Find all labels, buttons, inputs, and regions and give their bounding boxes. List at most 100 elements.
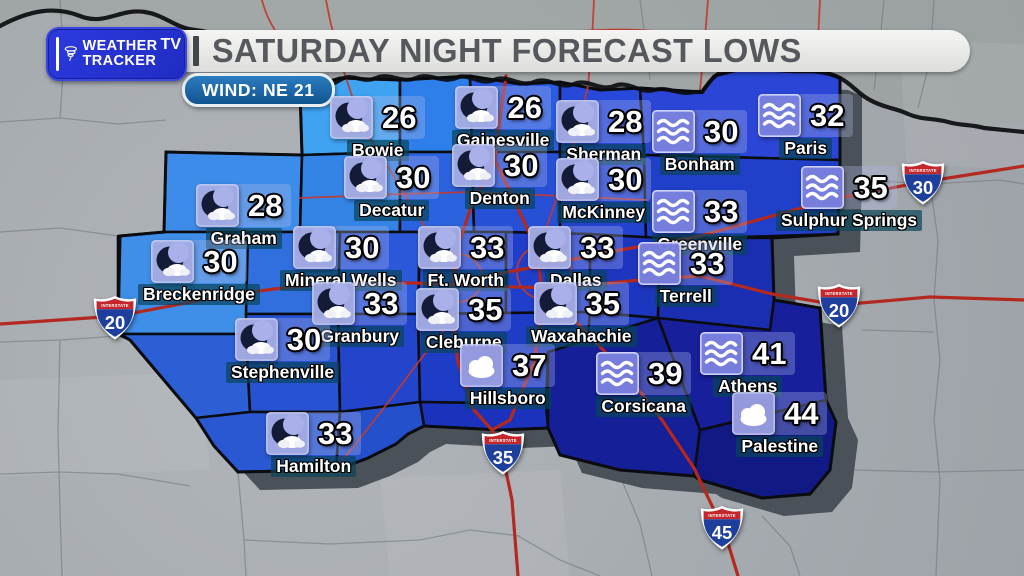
temperature-value: 30 xyxy=(203,244,238,279)
station-logo: WEATHER TV TRACKER xyxy=(46,27,187,81)
station-reading: 33 xyxy=(266,412,362,455)
temperature-value: 33 xyxy=(580,230,615,265)
station-reading: 26 xyxy=(455,86,551,129)
temperature-value: 44 xyxy=(784,396,819,431)
moon-cloud-icon xyxy=(196,184,239,227)
interstate-shield-45: INTERSTATE 45 xyxy=(700,505,744,550)
shield-caption: INTERSTATE xyxy=(101,303,129,308)
moon-cloud-icon xyxy=(330,96,373,139)
shield-number: 30 xyxy=(913,177,933,198)
fog-icon xyxy=(801,166,845,209)
station-denton: 30 Denton xyxy=(452,144,548,210)
logo-tv-badge: TV xyxy=(160,35,181,53)
temperature-value: 33 xyxy=(704,194,739,229)
station-mckinney: 30 McKinney xyxy=(556,158,652,224)
shield-number: 20 xyxy=(105,312,125,333)
city-label: Paris xyxy=(779,138,833,160)
station-graham: 28 Graham xyxy=(196,184,292,250)
city-label: Hamilton xyxy=(271,456,357,478)
temperature-value: 39 xyxy=(648,356,683,391)
city-label: Palestine xyxy=(736,436,824,458)
city-label: Ft. Worth xyxy=(422,270,509,292)
station-bonham: 30 Bonham xyxy=(652,110,748,176)
station-reading: 30 xyxy=(556,158,652,201)
station-reading: 35 xyxy=(533,282,629,325)
interstate-shield-20: INTERSTATE 20 xyxy=(93,295,137,340)
station-hillsboro: 37 Hillsboro xyxy=(460,344,556,410)
temperature-value: 32 xyxy=(810,98,845,133)
moon-cloud-icon xyxy=(293,226,336,269)
city-label: Terrell xyxy=(654,286,717,308)
temperature-value: 30 xyxy=(286,322,322,357)
title-separator-bar xyxy=(193,36,199,66)
fog-icon xyxy=(652,190,695,233)
city-label: Bonham xyxy=(659,154,740,176)
temperature-value: 33 xyxy=(364,286,399,321)
shield-number: 20 xyxy=(829,300,849,321)
temperature-value: 33 xyxy=(470,230,505,265)
station-hamilton: 33 Hamilton xyxy=(266,412,362,478)
station-reading: 30 xyxy=(234,318,331,361)
temperature-value: 35 xyxy=(585,286,620,321)
shield-number: 45 xyxy=(712,522,732,543)
temperature-value: 30 xyxy=(396,160,431,195)
wind-badge-label: WIND: NE 21 xyxy=(202,79,315,100)
city-label: Graham xyxy=(205,228,282,250)
station-reading: 39 xyxy=(596,352,692,395)
station-mineral-wells: 30 Mineral Wells xyxy=(280,226,402,292)
wind-badge: WIND: NE 21 xyxy=(182,73,335,107)
station-reading: 30 xyxy=(293,226,389,269)
logo-line2: TRACKER xyxy=(82,53,157,69)
station-cleburne: 35 Cleburne xyxy=(416,288,512,354)
station-sulphur-springs: 35 Sulphur Springs xyxy=(776,166,923,232)
station-reading: 44 xyxy=(732,392,828,435)
station-reading: 33 xyxy=(312,282,408,325)
moon-cloud-icon xyxy=(416,288,459,331)
station-reading: 33 xyxy=(418,226,514,269)
station-reading: 30 xyxy=(652,110,748,153)
station-reading: 33 xyxy=(638,242,734,285)
station-reading: 32 xyxy=(758,94,854,137)
station-reading: 28 xyxy=(556,100,652,143)
logo-wordmark: WEATHER TV TRACKER xyxy=(82,35,181,69)
fog-icon xyxy=(638,242,681,285)
temperature-value: 35 xyxy=(468,292,503,327)
cloud-icon xyxy=(732,392,775,435)
station-reading: 26 xyxy=(330,96,426,139)
station-waxahachie: 35 Waxahachie xyxy=(526,282,637,348)
station-granbury: 33 Granbury xyxy=(312,282,408,348)
shield-caption: INTERSTATE xyxy=(489,438,517,443)
fog-icon xyxy=(596,352,639,395)
city-label: Decatur xyxy=(354,200,430,222)
moon-cloud-icon xyxy=(556,100,599,143)
headline-banner: SATURDAY NIGHT FORECAST LOWS xyxy=(178,30,970,72)
station-ft-worth: 33 Ft. Worth xyxy=(418,226,514,292)
city-label: Denton xyxy=(464,188,535,210)
station-reading: 35 xyxy=(801,166,897,209)
temperature-value: 37 xyxy=(512,348,547,383)
city-label: Stephenville xyxy=(226,362,340,384)
station-reading: 41 xyxy=(700,332,796,375)
station-reading: 33 xyxy=(528,226,624,269)
fog-icon xyxy=(652,110,695,153)
temperature-value: 26 xyxy=(507,90,542,125)
moon-cloud-icon xyxy=(533,282,577,325)
city-label: Hillsboro xyxy=(464,388,551,410)
moon-cloud-icon xyxy=(312,282,355,325)
moon-cloud-icon xyxy=(556,158,599,201)
moon-cloud-icon xyxy=(528,226,571,269)
shield-number: 35 xyxy=(493,447,513,468)
moon-cloud-icon xyxy=(344,156,387,199)
temperature-value: 30 xyxy=(608,162,643,197)
tornado-icon xyxy=(64,46,77,61)
city-label: Granbury xyxy=(315,326,405,348)
logo-line1: WEATHER xyxy=(82,37,158,54)
city-label: Breckenridge xyxy=(138,284,260,306)
temperature-value: 26 xyxy=(382,100,417,135)
city-label: Sulphur Springs xyxy=(776,210,923,232)
temperature-value: 30 xyxy=(345,230,380,265)
shield-caption: INTERSTATE xyxy=(708,513,736,518)
page-title: SATURDAY NIGHT FORECAST LOWS xyxy=(212,32,802,69)
fog-icon xyxy=(758,94,801,137)
